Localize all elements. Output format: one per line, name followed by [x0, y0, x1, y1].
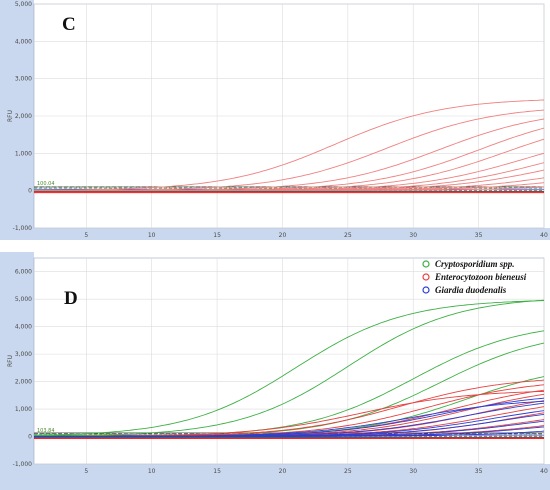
- threshold-label: 103.84: [37, 428, 55, 434]
- threshold-label: 100.04: [37, 181, 55, 187]
- y-tick-label: 0: [28, 434, 32, 441]
- y-tick-label: 0: [28, 188, 32, 195]
- x-tick-label: 25: [344, 232, 352, 239]
- y-tick-label: 1,000: [15, 406, 32, 413]
- panel-letter: C: [62, 14, 76, 35]
- y-tick-label: 2,000: [15, 379, 32, 386]
- chart-panel-c: 5 10 15 20 25 30 35 40 -1,000 0 1,000 2,000 3,000 4,0…: [0, 0, 550, 240]
- y-tick-label: -1,000: [13, 225, 33, 232]
- y-axis-band: [0, 0, 34, 240]
- chart-c-svg: 5 10 15 20 25 30 35 40 -1,000 0 1,000 2,000 3,000 4,0…: [0, 0, 550, 240]
- x-tick-label: 20: [279, 232, 287, 239]
- y-axis-band: [0, 252, 34, 490]
- legend-marker: [422, 273, 430, 281]
- y-tick-label: 4,000: [15, 38, 32, 45]
- x-tick-label: 5: [84, 468, 88, 475]
- amplification-curve-0-1: [34, 299, 545, 437]
- x-tick-label: 15: [213, 468, 221, 475]
- x-tick-label: 25: [344, 468, 352, 475]
- amplification-curve-2-7: [34, 430, 545, 437]
- y-tick-label: 2,000: [15, 113, 32, 120]
- y-axis-label: RFU: [7, 355, 14, 367]
- y-tick-label: 5,000: [15, 1, 32, 8]
- x-tick-label: 30: [409, 232, 417, 239]
- y-tick-label: 1,000: [15, 150, 32, 157]
- x-tick-label: 15: [213, 232, 221, 239]
- amplification-curve-0-10: [34, 186, 545, 192]
- legend-label: Cryptosporidium spp.: [435, 259, 515, 269]
- chart-panel-d: 5 10 15 20 25 30 35 40 -1,000 0 1,000 2,000 3,000 4,0…: [0, 252, 550, 490]
- x-axis-band: [0, 228, 550, 240]
- legend-marker: [422, 260, 430, 268]
- legend-marker: [422, 286, 430, 294]
- chart-d-svg: 5 10 15 20 25 30 35 40 -1,000 0 1,000 2,000 3,000 4,0…: [0, 252, 550, 490]
- x-tick-label: 20: [279, 468, 287, 475]
- x-tick-label: 10: [148, 468, 156, 475]
- y-tick-label: 4,000: [15, 324, 32, 331]
- legend-label: Enterocytozoon bieneusi: [434, 272, 527, 282]
- amplification-curve-0-0: [33, 300, 545, 436]
- y-tick-label: 3,000: [15, 351, 32, 358]
- x-tick-label: 5: [84, 232, 88, 239]
- x-axis-band: [0, 464, 550, 490]
- y-axis-label: RFU: [7, 110, 14, 122]
- x-tick-label: 10: [148, 232, 156, 239]
- y-tick-label: 6,000: [15, 269, 32, 276]
- y-tick-label: 3,000: [15, 76, 32, 83]
- x-tick-label: 35: [475, 468, 483, 475]
- legend-label: Giardia duodenalis: [435, 285, 507, 295]
- y-tick-label: -1,000: [13, 461, 33, 468]
- x-tick-label: 35: [475, 232, 483, 239]
- x-tick-label: 40: [540, 468, 548, 475]
- y-tick-label: 5,000: [15, 296, 32, 303]
- amplification-curve-0-0: [34, 99, 545, 191]
- x-tick-label: 40: [540, 232, 548, 239]
- panel-letter: D: [64, 288, 78, 309]
- x-tick-label: 30: [409, 468, 417, 475]
